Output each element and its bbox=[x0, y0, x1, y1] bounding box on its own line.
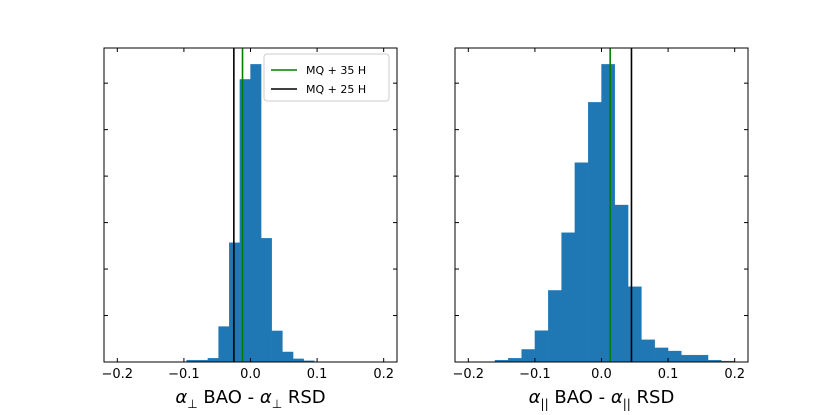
right-xtick-label-3: 0.1 bbox=[658, 367, 679, 382]
right-histogram-bar-5 bbox=[561, 232, 576, 363]
right-x-axis-label: α|| BAO - α|| RSD bbox=[529, 387, 675, 411]
right-xtick-label-4: 0.2 bbox=[724, 367, 745, 382]
right-axis-ticks bbox=[455, 48, 748, 363]
left-axis-ticks bbox=[104, 48, 397, 363]
left-vertical-lines bbox=[233, 48, 244, 362]
left-histogram-bar-3 bbox=[218, 326, 230, 363]
left-xtick-label-4: 0.2 bbox=[373, 367, 394, 382]
right-histogram-bar-9 bbox=[614, 204, 629, 363]
right-histogram-bar-8 bbox=[601, 64, 615, 363]
right-histogram-bar-4 bbox=[548, 290, 562, 363]
left-histogram-bar-8 bbox=[271, 330, 283, 363]
left-xtick-label-1: −0.1 bbox=[168, 367, 200, 382]
right-histogram-bar-2 bbox=[521, 349, 536, 363]
right-histogram-bar-10 bbox=[627, 286, 642, 363]
left-histogram-bar-9 bbox=[282, 351, 294, 363]
right-vertical-lines bbox=[609, 48, 633, 362]
legend-label-mq35: MQ + 35 H bbox=[306, 64, 366, 77]
left-histogram-bar-5 bbox=[239, 79, 251, 363]
legend-label-mq25: MQ + 25 H bbox=[306, 83, 366, 96]
right-histogram-bar-11 bbox=[641, 339, 655, 363]
left-xtick-label-3: 0.1 bbox=[307, 367, 328, 382]
left-x-tick-labels: −0.2 −0.1 0.0 0.1 0.2 bbox=[102, 367, 394, 382]
right-xtick-label-2: 0.0 bbox=[591, 367, 612, 382]
legend: MQ + 35 H MQ + 25 H bbox=[263, 53, 390, 102]
left-xtick-label-0: −0.2 bbox=[102, 367, 134, 382]
left-histogram-bar-7 bbox=[260, 238, 272, 363]
right-histogram-bar-7 bbox=[588, 102, 602, 363]
left-histogram-bars bbox=[186, 64, 315, 363]
right-histogram-bar-6 bbox=[574, 162, 589, 363]
right-histogram-bar-13 bbox=[667, 350, 682, 363]
right-histogram-bar-3 bbox=[534, 330, 549, 363]
right-histogram-panel: −0.2 −0.1 0.0 0.1 0.2 α|| BAO - α|| RSD bbox=[453, 47, 749, 411]
right-histogram-bar-15 bbox=[694, 354, 709, 363]
right-xtick-label-1: −0.1 bbox=[519, 367, 551, 382]
right-histogram-bar-14 bbox=[681, 354, 695, 363]
left-x-axis-label: α⊥ BAO - α⊥ RSD bbox=[175, 387, 325, 411]
left-histogram-bar-2 bbox=[207, 358, 219, 363]
right-x-tick-labels: −0.2 −0.1 0.0 0.1 0.2 bbox=[453, 367, 745, 382]
left-xtick-label-2: 0.0 bbox=[240, 367, 261, 382]
left-histogram-panel: −0.2 −0.1 0.0 0.1 0.2 α⊥ BAO - α⊥ RSD MQ + 3… bbox=[102, 47, 398, 411]
right-histogram-bar-1 bbox=[508, 358, 522, 363]
right-xtick-label-0: −0.2 bbox=[453, 367, 485, 382]
left-histogram-bar-6 bbox=[250, 64, 262, 363]
right-histogram-bars bbox=[494, 64, 735, 363]
right-histogram-bar-12 bbox=[654, 347, 669, 363]
